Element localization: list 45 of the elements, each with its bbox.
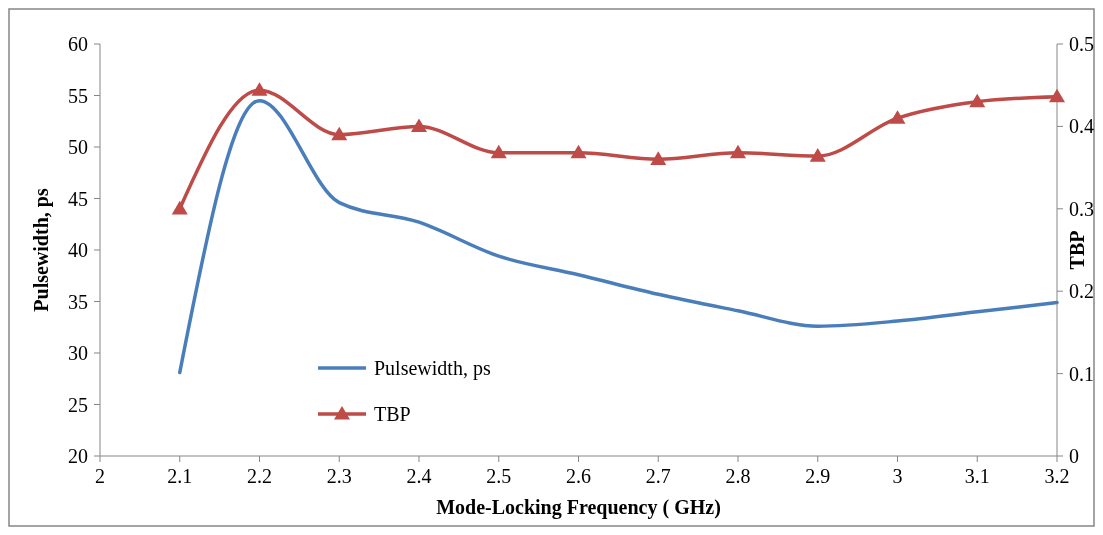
- y2-tick-label: 0.5: [1069, 33, 1094, 55]
- point: [809, 148, 826, 162]
- x-tick-label: 3.2: [1044, 465, 1070, 487]
- x-tick-label: 2.3: [326, 465, 352, 487]
- y-tick-label: 20: [68, 445, 88, 467]
- x-tick-label: 2.9: [805, 465, 831, 487]
- point: [730, 144, 746, 159]
- y2-tick-label: 0.3: [1069, 197, 1094, 220]
- y-tick-label: 45: [68, 187, 88, 210]
- y-tick-label: 30: [68, 342, 88, 364]
- x-tick-label: 2.4: [406, 465, 432, 487]
- point: [171, 200, 188, 215]
- x-tick-label: 3: [892, 465, 903, 487]
- point: [490, 144, 507, 159]
- point: [331, 126, 348, 141]
- y2-tick-label: 0.2: [1069, 280, 1094, 303]
- point: [1049, 88, 1065, 103]
- x-tick-label: 2.6: [566, 465, 591, 487]
- x-tick-label: 2.2: [247, 465, 272, 487]
- y2-tick-label: 0.4: [1069, 115, 1094, 138]
- y-tick-label: 35: [68, 290, 88, 313]
- y2-axis-title: TBP: [1066, 230, 1088, 270]
- x-tick-label: 2.7: [645, 465, 671, 487]
- x-tick-label: 2.5: [486, 465, 512, 487]
- y-tick-label: 40: [68, 239, 88, 261]
- x-tick-label: 3.1: [964, 465, 990, 487]
- x-axis-title: Mode-Locking Frequency ( GHz): [436, 496, 721, 519]
- point: [411, 118, 427, 132]
- point: [251, 82, 268, 96]
- y2-tick-label: 0: [1069, 445, 1079, 467]
- y-tick-label: 50: [68, 136, 88, 158]
- y-tick-label: 60: [68, 33, 88, 55]
- point: [889, 110, 906, 124]
- x-tick-label: 2.8: [725, 465, 751, 487]
- y-tick-label: 25: [68, 393, 88, 416]
- y-axis-title: Pulsewidth, ps: [30, 188, 53, 312]
- x-tick-label: 2.1: [167, 465, 193, 487]
- y2-tick-label: 0.1: [1069, 362, 1094, 385]
- x-tick-label: 2: [95, 465, 105, 487]
- y-tick-label: 55: [68, 84, 88, 107]
- point: [969, 93, 986, 108]
- legend-label: Pulsewidth, ps: [374, 357, 491, 380]
- point: [650, 151, 667, 165]
- point: [570, 144, 587, 159]
- legend-label: TBP: [374, 403, 411, 425]
